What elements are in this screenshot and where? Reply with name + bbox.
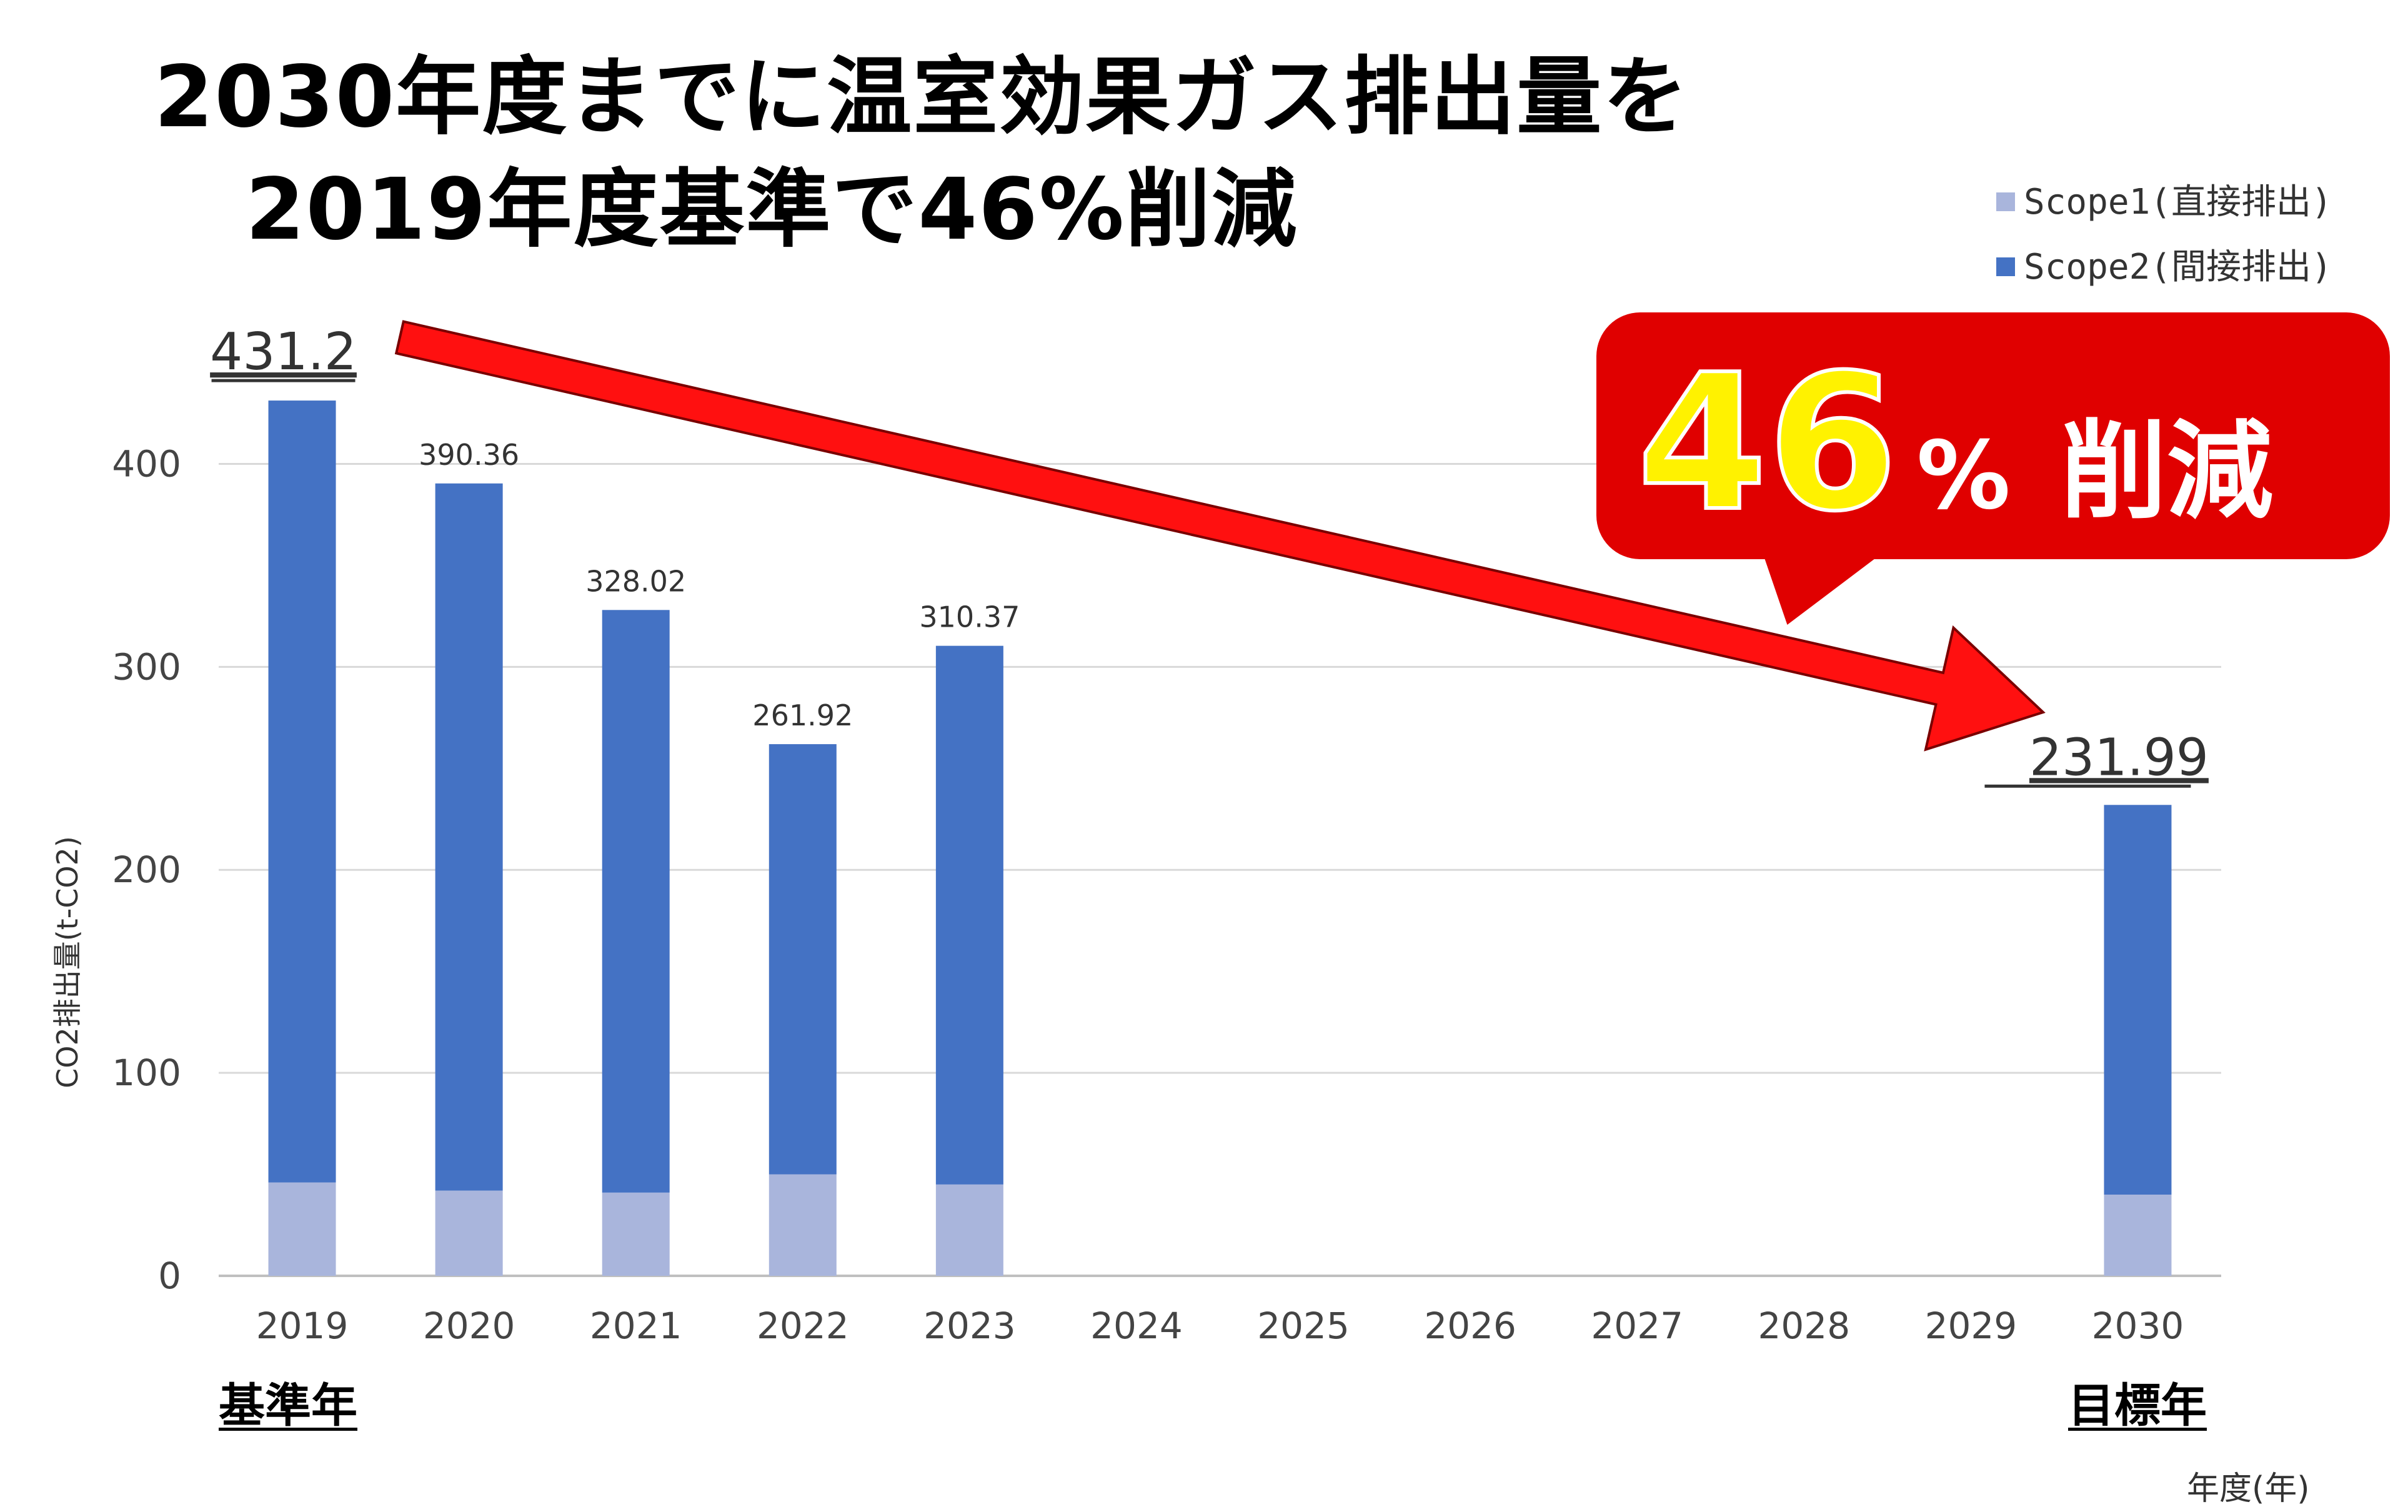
legend-label-scope2: Scope2(間接排出) xyxy=(2024,247,2332,287)
bar-scope2-2021 xyxy=(602,610,670,1193)
data-label-2020: 390.36 xyxy=(419,438,519,472)
title-line-1: 2030年度までに温室効果ガス排出量を xyxy=(154,48,1689,147)
bar-scope2-2023 xyxy=(935,645,1003,1185)
y-tick-label-100: 100 xyxy=(112,1052,181,1094)
bar-scope2-2030 xyxy=(2104,805,2172,1195)
bar-scope2-2019 xyxy=(268,400,336,1183)
x-tick-label-2019: 2019 xyxy=(256,1305,349,1347)
callout-percent-sign: % xyxy=(1916,422,2011,530)
x-tick-label-2024: 2024 xyxy=(1090,1305,1183,1347)
tick-labels: 0 100 200 300 400 2019 2020 2021 2022 2023 2024 202… xyxy=(112,442,2184,1347)
bar-scope1-2030 xyxy=(2104,1195,2172,1276)
bar-scope1-2020 xyxy=(435,1190,503,1276)
y-tick-label-0: 0 xyxy=(158,1255,181,1297)
arrow-shape xyxy=(394,320,2046,752)
bar-scope1-2022 xyxy=(769,1174,837,1276)
target-year-label: 目標年 xyxy=(2068,1379,2207,1433)
bar-scope2-2022 xyxy=(769,744,837,1175)
bar-scope1-2023 xyxy=(935,1184,1003,1276)
legend-label-scope1: Scope1(直接排出) xyxy=(2024,182,2332,222)
x-tick-label-2029: 2029 xyxy=(1925,1305,2017,1347)
title-line-2: 2019年度基準で46%削減 xyxy=(245,161,1298,259)
arrow-start-value: 431.2 xyxy=(210,322,357,382)
callout-percent-number: 46 xyxy=(1635,334,1899,552)
legend-item-scope1: Scope1(直接排出) xyxy=(1996,185,2332,220)
bars xyxy=(268,400,2172,1276)
data-label-2023: 310.37 xyxy=(919,600,1020,634)
x-tick-label-2022: 2022 xyxy=(757,1305,849,1347)
legend-swatch-scope1 xyxy=(1996,192,2015,211)
x-tick-label-2025: 2025 xyxy=(1257,1305,1350,1347)
legend-item-scope2: Scope2(間接排出) xyxy=(1996,250,2332,285)
bar-scope1-2019 xyxy=(268,1182,336,1276)
x-tick-label-2020: 2020 xyxy=(423,1305,515,1347)
data-labels: 390.36 328.02 261.92 310.37 431.2 231.99 xyxy=(210,322,2209,788)
y-tick-label-300: 300 xyxy=(112,645,181,688)
bar-scope2-2020 xyxy=(435,483,503,1191)
x-tick-label-2027: 2027 xyxy=(1591,1305,1683,1347)
legend-swatch-scope2 xyxy=(1996,257,2015,276)
reduction-arrow xyxy=(394,320,2046,752)
arrow-end-value: 231.99 xyxy=(2029,728,2209,787)
callout-reduction-word: 削減 xyxy=(2060,410,2273,534)
y-tick-label-200: 200 xyxy=(112,848,181,891)
data-label-2021: 328.02 xyxy=(585,564,686,598)
y-tick-label-400: 400 xyxy=(112,442,181,485)
bar-scope1-2021 xyxy=(602,1192,670,1276)
callout-text: 46% 削減 xyxy=(1635,348,2273,539)
x-tick-label-2026: 2026 xyxy=(1424,1305,1516,1347)
data-label-2022: 261.92 xyxy=(752,699,853,732)
base-year-label: 基準年 xyxy=(219,1379,357,1433)
callout-tail xyxy=(1737,550,1887,625)
x-tick-label-2021: 2021 xyxy=(590,1305,682,1347)
grid-lines xyxy=(219,462,2221,1277)
x-tick-label-2023: 2023 xyxy=(923,1305,1016,1347)
x-tick-label-2030: 2030 xyxy=(2092,1305,2184,1347)
callout-bubble xyxy=(1596,312,2390,559)
x-axis-label: 年度(年) xyxy=(2187,1470,2310,1508)
x-tick-label-2028: 2028 xyxy=(1758,1305,1850,1347)
